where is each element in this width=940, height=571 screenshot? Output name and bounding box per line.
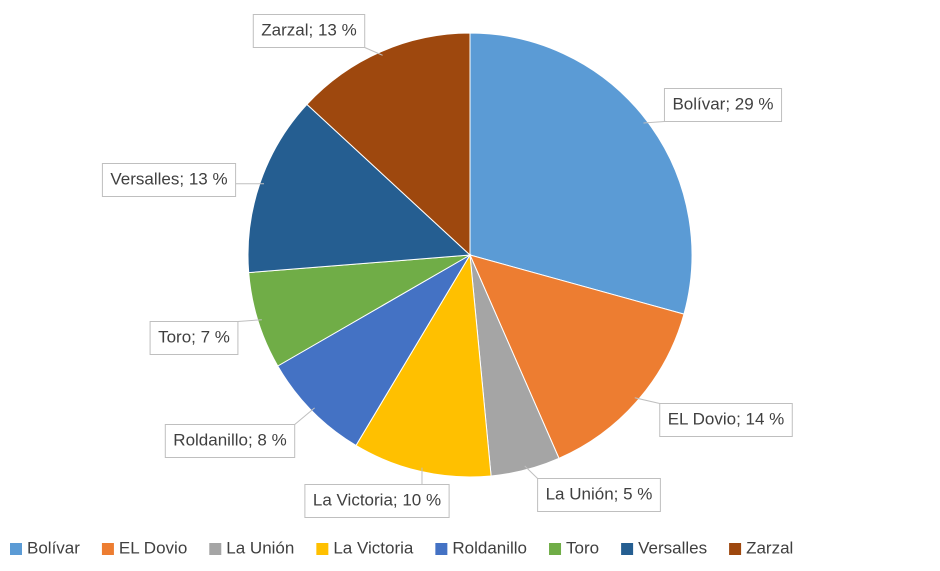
legend-label: Bolívar bbox=[27, 538, 80, 557]
legend-swatch bbox=[316, 543, 329, 555]
data-label-box bbox=[252, 14, 366, 48]
data-label: Zarzal; 13 % bbox=[261, 20, 356, 39]
legend-label: Toro bbox=[566, 538, 599, 557]
leader-line bbox=[524, 465, 538, 479]
data-label-box bbox=[164, 424, 296, 458]
data-label-box bbox=[659, 403, 793, 437]
data-label-box bbox=[304, 484, 450, 518]
leader-line bbox=[364, 47, 383, 56]
legend-label: Roldanillo bbox=[452, 538, 527, 557]
legend-swatch bbox=[10, 543, 22, 555]
legend-label: La Unión bbox=[226, 538, 294, 557]
data-label: Versalles; 13 % bbox=[110, 169, 227, 188]
data-label: EL Dovio; 14 % bbox=[668, 409, 785, 428]
legend-swatch bbox=[101, 543, 114, 555]
legend-label: Zarzal bbox=[746, 538, 793, 557]
legend-label: La Victoria bbox=[333, 538, 414, 557]
legend-swatch bbox=[729, 543, 742, 555]
leader-line bbox=[237, 319, 262, 322]
data-label: Toro; 7 % bbox=[158, 327, 230, 346]
pie-slice bbox=[306, 32, 471, 257]
data-label: Bolívar; 29 % bbox=[672, 94, 773, 113]
data-label-box bbox=[663, 88, 783, 122]
legend-swatch bbox=[435, 543, 448, 555]
data-label: La Unión; 5 % bbox=[546, 484, 653, 503]
data-label-box bbox=[537, 478, 661, 512]
legend-swatch bbox=[209, 543, 222, 555]
legend-swatch bbox=[549, 543, 562, 555]
data-label: La Victoria; 10 % bbox=[313, 490, 441, 509]
pie-slice bbox=[247, 103, 472, 274]
legend-label: Versalles bbox=[638, 538, 707, 557]
pie-slice bbox=[355, 253, 492, 478]
leader-line bbox=[294, 407, 315, 425]
data-label-box bbox=[149, 321, 239, 355]
data-label-box bbox=[101, 163, 237, 197]
leader-line bbox=[634, 397, 660, 404]
legend-swatch bbox=[621, 543, 634, 555]
pie-slice bbox=[469, 254, 685, 460]
legend-label: EL Dovio bbox=[119, 538, 187, 557]
leader-line bbox=[643, 121, 665, 124]
data-label: Roldanillo; 8 % bbox=[173, 430, 286, 449]
pie-slice bbox=[469, 32, 693, 315]
